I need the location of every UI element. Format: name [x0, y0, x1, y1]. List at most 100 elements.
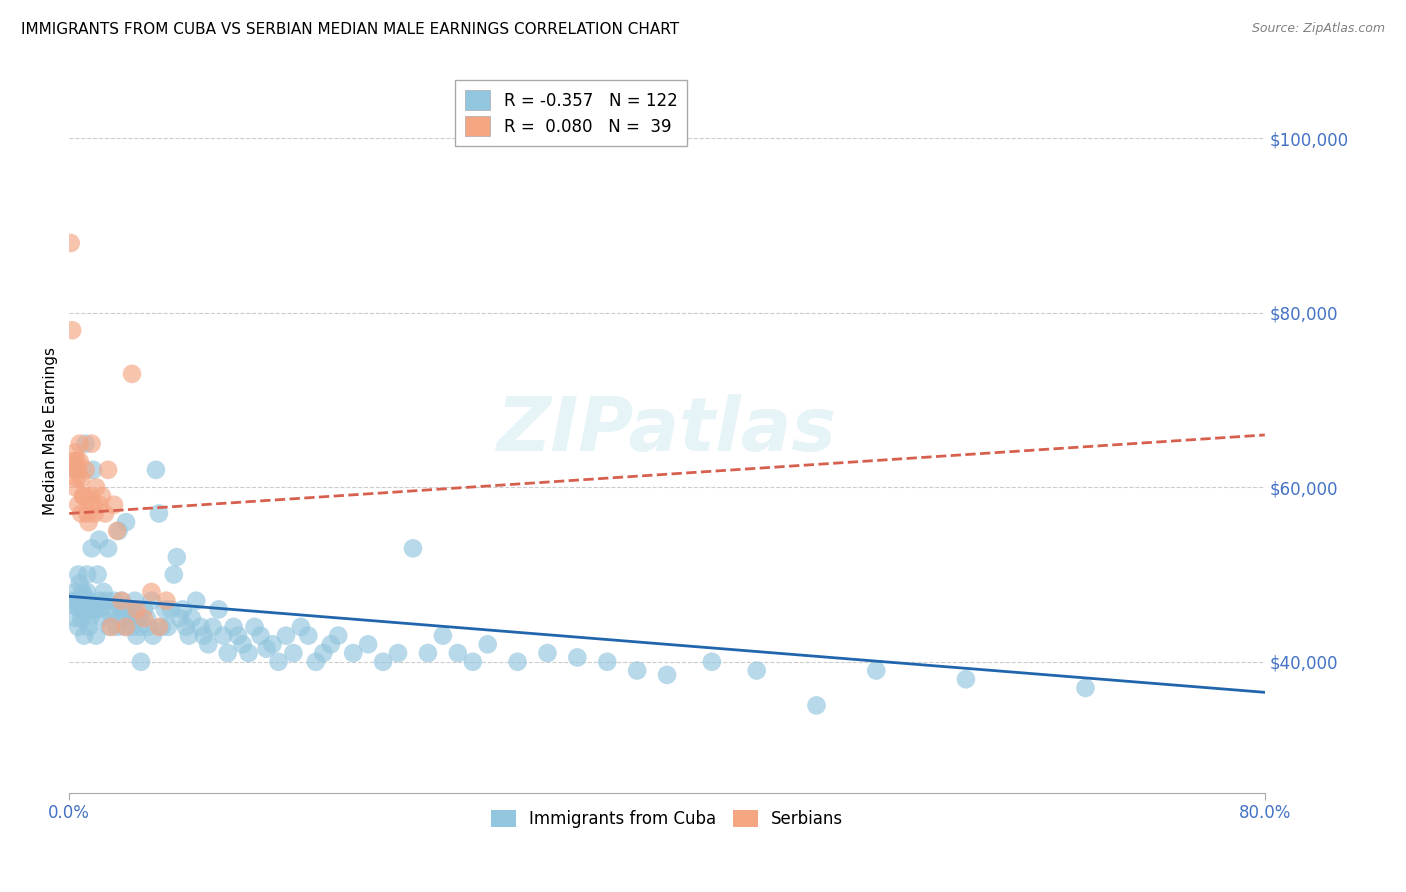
- Point: [63, 611, 86, 625]
- Point: [371, 655, 394, 669]
- Point: [72, 585, 94, 599]
- Point: [70, 507, 93, 521]
- Point: [243, 620, 266, 634]
- Point: [73, 629, 96, 643]
- Point: [141, 585, 163, 599]
- Point: [128, 620, 150, 634]
- Point: [256, 641, 278, 656]
- Point: [62, 598, 84, 612]
- Point: [129, 655, 152, 669]
- Point: [67, 463, 90, 477]
- Point: [114, 620, 136, 634]
- Point: [596, 655, 619, 669]
- Point: [125, 629, 148, 643]
- Point: [1074, 681, 1097, 695]
- Point: [90, 593, 112, 607]
- Point: [59, 235, 82, 250]
- Point: [63, 480, 86, 494]
- Point: [96, 593, 118, 607]
- Point: [160, 602, 183, 616]
- Text: Source: ZipAtlas.com: Source: ZipAtlas.com: [1251, 22, 1385, 36]
- Point: [80, 541, 103, 556]
- Point: [76, 567, 98, 582]
- Point: [100, 620, 122, 634]
- Point: [121, 620, 143, 634]
- Point: [148, 620, 170, 634]
- Point: [305, 655, 328, 669]
- Point: [127, 611, 149, 625]
- Point: [274, 629, 297, 643]
- Point: [60, 323, 83, 337]
- Point: [208, 602, 231, 616]
- Point: [97, 463, 120, 477]
- Point: [66, 463, 89, 477]
- Point: [66, 454, 89, 468]
- Point: [72, 489, 94, 503]
- Point: [536, 646, 558, 660]
- Point: [357, 637, 380, 651]
- Point: [91, 489, 114, 503]
- Point: [136, 611, 159, 625]
- Point: [121, 367, 143, 381]
- Point: [447, 646, 470, 660]
- Point: [132, 611, 155, 625]
- Point: [193, 629, 215, 643]
- Point: [110, 593, 132, 607]
- Point: [745, 664, 768, 678]
- Point: [103, 593, 125, 607]
- Point: [124, 593, 146, 607]
- Point: [82, 498, 104, 512]
- Point: [163, 567, 186, 582]
- Point: [290, 620, 312, 634]
- Point: [342, 646, 364, 660]
- Point: [79, 489, 101, 503]
- Point: [626, 664, 648, 678]
- Point: [97, 541, 120, 556]
- Point: [125, 602, 148, 616]
- Point: [83, 507, 105, 521]
- Text: IMMIGRANTS FROM CUBA VS SERBIAN MEDIAN MALE EARNINGS CORRELATION CHART: IMMIGRANTS FROM CUBA VS SERBIAN MEDIAN M…: [21, 22, 679, 37]
- Point: [105, 620, 128, 634]
- Point: [62, 454, 84, 468]
- Point: [63, 585, 86, 599]
- Point: [155, 593, 177, 607]
- Point: [328, 629, 350, 643]
- Point: [84, 629, 107, 643]
- Point: [75, 602, 97, 616]
- Point: [319, 637, 342, 651]
- Point: [461, 655, 484, 669]
- Point: [77, 593, 100, 607]
- Point: [98, 620, 121, 634]
- Point: [83, 602, 105, 616]
- Point: [222, 620, 245, 634]
- Point: [72, 602, 94, 616]
- Point: [201, 620, 224, 634]
- Point: [700, 655, 723, 669]
- Point: [156, 620, 179, 634]
- Point: [142, 629, 165, 643]
- Point: [132, 602, 155, 616]
- Point: [122, 602, 145, 616]
- Point: [67, 620, 90, 634]
- Point: [69, 454, 91, 468]
- Point: [70, 611, 93, 625]
- Point: [177, 629, 200, 643]
- Point: [79, 598, 101, 612]
- Point: [153, 602, 176, 616]
- Point: [87, 498, 110, 512]
- Point: [82, 463, 104, 477]
- Point: [120, 611, 142, 625]
- Point: [312, 646, 335, 660]
- Point: [141, 593, 163, 607]
- Point: [70, 593, 93, 607]
- Text: ZIPatlas: ZIPatlas: [498, 394, 837, 467]
- Point: [76, 507, 98, 521]
- Point: [477, 637, 499, 651]
- Point: [567, 650, 589, 665]
- Point: [115, 515, 138, 529]
- Point: [73, 489, 96, 503]
- Point: [148, 507, 170, 521]
- Point: [226, 629, 249, 643]
- Point: [107, 524, 129, 538]
- Point: [67, 498, 90, 512]
